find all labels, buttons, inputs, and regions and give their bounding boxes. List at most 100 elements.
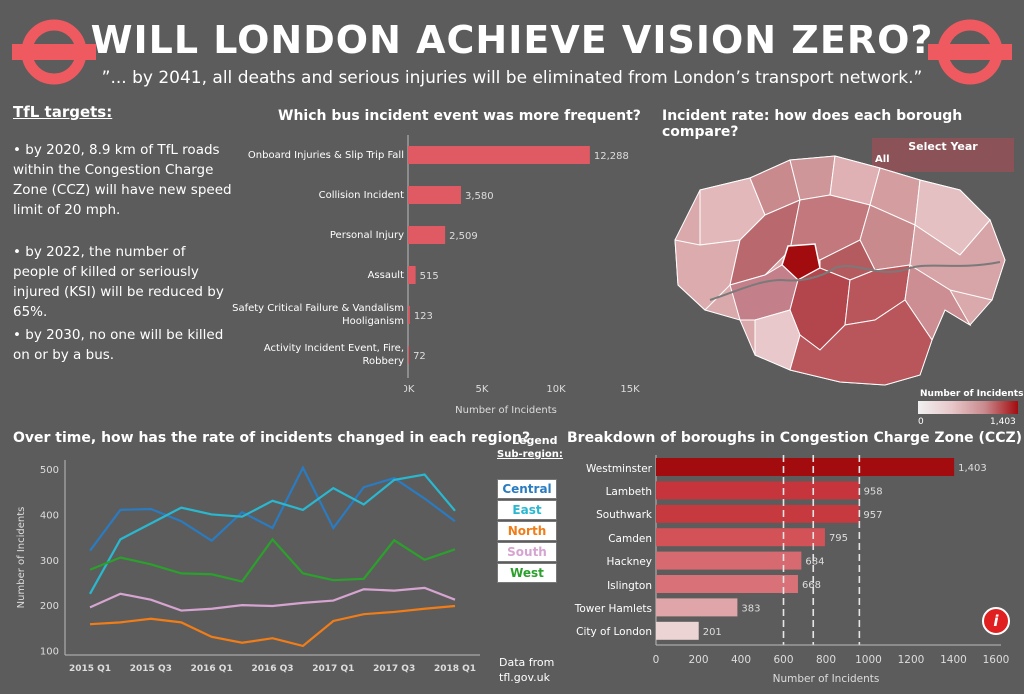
x-tick-label: 2017 Q1 (312, 664, 354, 674)
year-select-label: Select Year (908, 140, 978, 153)
ccz-category-labels: Westminster Lambeth Southwark Camden Hackney… (560, 455, 652, 645)
page-subtitle: ”... by 2041, all deaths and serious inj… (101, 68, 923, 88)
x-tick-label: 0 (653, 654, 660, 666)
bus-chart-title: Which bus incident event was more freque… (278, 108, 641, 124)
category-label: Islington (607, 579, 652, 592)
bus-category-labels: Onboard Injuries & Slip Trip Fall Collisi… (232, 130, 404, 380)
bar-value-label: 201 (703, 627, 722, 638)
category-label: Westminster (586, 462, 652, 475)
legend-label: East (512, 503, 542, 517)
x-tick-label: 1400 (940, 654, 967, 666)
roundel-logo-right (928, 19, 1012, 85)
bar-value-label: 72 (413, 351, 426, 362)
legend-item-south[interactable]: South (497, 542, 557, 562)
x-tick-label: 800 (816, 654, 836, 666)
x-tick-label: 0K (404, 384, 415, 395)
x-axis-label: Number of Incidents (773, 673, 880, 685)
category-label: Camden (608, 532, 652, 545)
series-line-north (89, 604, 456, 648)
source-note: Data from tfl.gov.uk (499, 656, 555, 684)
legend-item-north[interactable]: North (497, 521, 557, 541)
bar-value-label: 123 (414, 311, 433, 322)
y-tick-label: 300 (40, 556, 59, 567)
bar (656, 621, 699, 640)
category-label: Hackney (606, 556, 652, 569)
target-item: • by 2030, no one will be killed on or b… (13, 327, 224, 363)
x-tick-label: 1000 (855, 654, 882, 666)
map-legend-min: 0 (918, 417, 924, 427)
legend-label: North (507, 524, 547, 538)
bar (408, 226, 446, 244)
category-label: Collision Incident (318, 189, 404, 201)
roundel-logo-left (12, 19, 96, 85)
x-tick-label: 2015 Q3 (130, 664, 172, 674)
target-item: • by 2022, the number of people of kille… (13, 244, 224, 320)
map-legend-gradient (918, 401, 1018, 414)
bar-value-label: 3,580 (465, 191, 494, 202)
river-thames (709, 261, 1001, 301)
y-tick-label: 400 (40, 510, 59, 521)
bar-value-label: 795 (829, 533, 848, 544)
legend-label: West (510, 566, 544, 580)
map-legend-title: Number of Incidents (920, 389, 1024, 399)
target-item: • by 2020, 8.9 km of TfL roads within th… (13, 142, 232, 218)
year-select-value: All (875, 154, 890, 165)
map-title: Incident rate: how does each borough com… (662, 108, 963, 140)
bar-value-label: 957 (863, 510, 882, 521)
y-axis-label: Number of Incidents (16, 507, 27, 609)
borough-region (789, 299, 933, 386)
bar (656, 481, 860, 500)
ccz-chart-title: Breakdown of boroughs in Congestion Char… (567, 430, 1023, 446)
series-line-west (89, 537, 456, 583)
bar-value-label: 958 (864, 486, 883, 497)
legend-label: Central (502, 482, 552, 496)
legend-label: South (507, 545, 547, 559)
bar (408, 346, 410, 364)
category-label: Activity Incident Event, Fire, Robbery (263, 343, 404, 367)
legend-item-west[interactable]: West (497, 563, 557, 583)
x-tick-label: 5K (476, 384, 489, 395)
bus-incident-chart: 12,288 3,580 2,509 515 123 72 0K 5K 10K 15K Number… (404, 135, 640, 416)
category-label: Tower Hamlets (574, 602, 652, 615)
bar (408, 146, 590, 164)
bar-value-label: 383 (741, 603, 760, 614)
x-tick-label: 600 (773, 654, 793, 666)
bar-value-label: 2,509 (449, 231, 478, 242)
london-borough-map (674, 155, 1006, 386)
legend-item-central[interactable]: Central (497, 479, 557, 499)
line-chart-title: Over time, how has the rate of incidents… (13, 430, 531, 446)
category-label: Safety Critical Failure & Vandalism Hool… (232, 303, 404, 327)
info-icon[interactable]: i (982, 607, 1010, 635)
x-tick-label: 1200 (898, 654, 925, 666)
legend-title: Legend (512, 434, 558, 447)
x-tick-label: 400 (731, 654, 751, 666)
x-tick-label: 200 (688, 654, 708, 666)
category-label: Assault (367, 269, 404, 281)
legend-subtitle: Sub-region: (497, 449, 563, 460)
bar-value-label: 515 (420, 271, 439, 282)
category-label: Personal Injury (329, 229, 404, 241)
legend-item-east[interactable]: East (497, 500, 557, 520)
year-select[interactable]: Select Year All (872, 138, 1014, 172)
x-tick-label: 10K (546, 384, 566, 395)
bar (656, 551, 802, 570)
x-tick-label: 2017 Q3 (373, 664, 415, 674)
y-tick-label: 200 (40, 601, 59, 612)
x-tick-label: 1600 (983, 654, 1010, 666)
bar (656, 598, 738, 617)
ccz-borough-chart: 1,403 958 957 795 684 668 383 201 0 200 400 600 800 1… (653, 455, 1010, 685)
bar-value-label: 1,403 (958, 463, 987, 474)
x-tick-label: 15K (620, 384, 640, 395)
y-tick-label: 500 (40, 465, 59, 476)
targets-title: TfL targets: (13, 103, 113, 121)
category-label: Lambeth (605, 485, 652, 498)
series-line-central (89, 465, 456, 552)
category-label: Onboard Injuries & Slip Trip Fall (247, 149, 404, 161)
x-tick-label: 2015 Q1 (69, 664, 111, 674)
bar-value-label: 668 (802, 580, 821, 591)
bar (656, 504, 860, 523)
bar-value-label: 12,288 (594, 151, 629, 162)
bar-value-label: 684 (805, 557, 824, 568)
bar (408, 266, 416, 284)
bar (408, 186, 461, 204)
